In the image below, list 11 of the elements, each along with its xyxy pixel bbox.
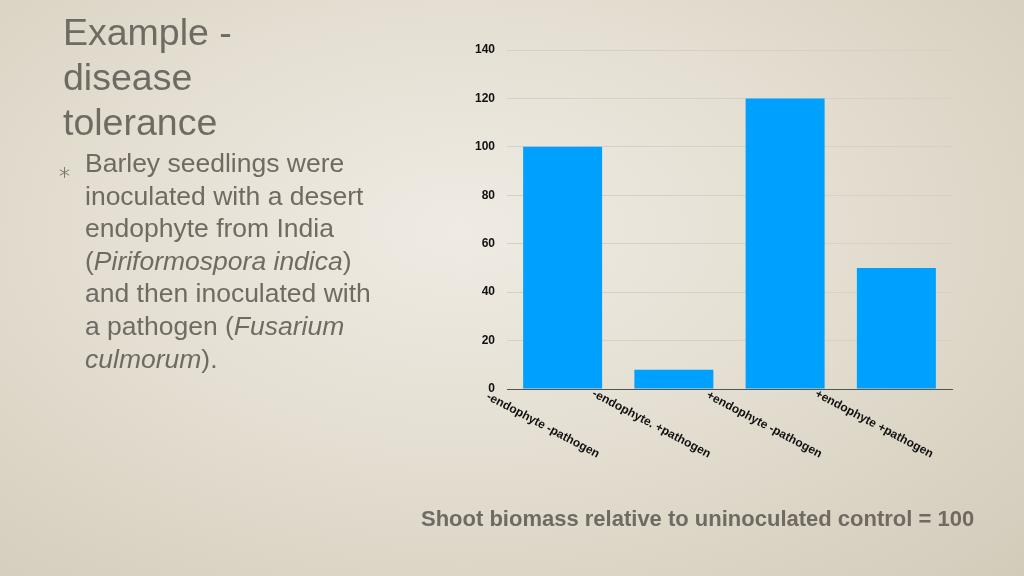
y-tick-label: 80 [481,187,496,202]
y-tick-label: 120 [474,90,496,105]
y-tick-label: 60 [481,236,496,251]
y-tick-label: 140 [474,42,496,57]
text: Example - disease tolerance [63,10,233,145]
y-tick-label: 0 [488,381,496,396]
text: Shoot biomass relative to uninoculated control = 100 [421,506,976,532]
y-tick-label: 40 [481,284,496,299]
y-tick-label: 100 [474,139,496,154]
y-tick-label: 20 [481,332,496,347]
text: Barley seedlings were inoculated with a desert endophyte from India (Piriformospora indica) and then inoculated with a pathogen (Fusarium culmorum). [85,148,371,374]
